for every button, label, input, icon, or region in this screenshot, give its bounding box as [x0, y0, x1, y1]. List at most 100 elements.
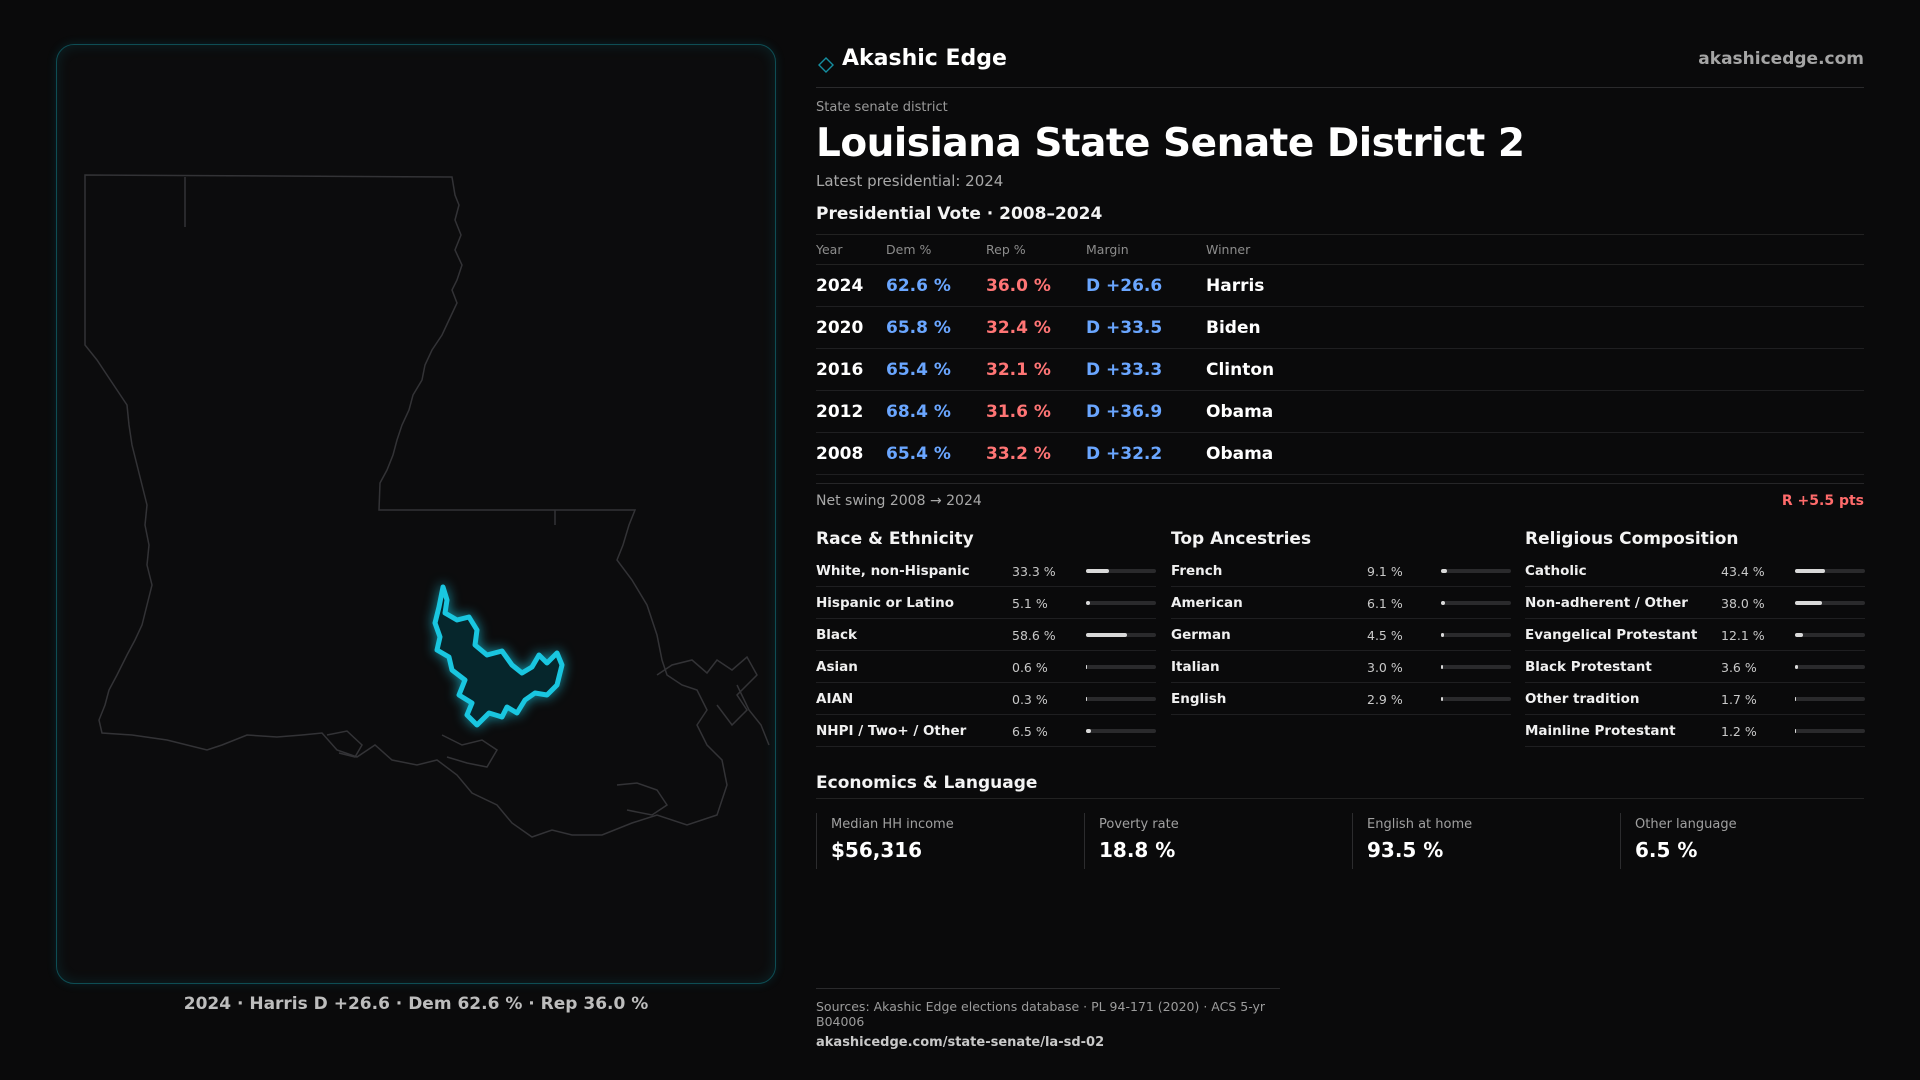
share-bar	[1086, 729, 1156, 733]
state-outline	[84, 174, 770, 838]
louisiana-map	[84, 174, 770, 838]
cell-winner: Obama	[1206, 432, 1864, 475]
brand-url[interactable]: akashicedge.com	[1698, 49, 1864, 69]
share-bar-fill	[1441, 601, 1446, 605]
row-value: 0.3 %	[1012, 692, 1048, 707]
col-winner: Winner	[1206, 234, 1864, 265]
list-item: Other tradition 1.7 %	[1525, 683, 1865, 715]
econ-value: 6.5 %	[1635, 838, 1698, 862]
list-item: French 9.1 %	[1171, 555, 1511, 587]
district-shape	[432, 584, 565, 728]
share-bar	[1795, 729, 1865, 733]
brand-header: Akashic Edge akashicedge.com	[816, 44, 1864, 88]
cell-dem: 65.8 %	[886, 306, 986, 349]
share-bar	[1795, 601, 1865, 605]
row-label: French	[1171, 563, 1223, 579]
district-map	[56, 44, 776, 984]
row-label: NHPI / Two+ / Other	[816, 723, 967, 739]
econ-label: English at home	[1367, 817, 1473, 832]
page-subtitle: Latest presidential: 2024	[816, 172, 1004, 190]
share-bar-fill	[1086, 633, 1128, 637]
cell-rep: 32.1 %	[986, 348, 1086, 391]
net-swing-value: R +5.5 pts	[1781, 493, 1864, 509]
religious-composition: Religious Composition Catholic 43.4 % Non-…	[1525, 523, 1865, 747]
map-caption: 2024 · Harris D +26.6 · Dem 62.6 % · Rep…	[183, 994, 649, 1014]
share-bar-fill	[1086, 729, 1091, 733]
row-value: 58.6 %	[1012, 628, 1056, 643]
share-bar-fill	[1441, 697, 1444, 701]
col-margin: Margin	[1086, 234, 1206, 265]
row-value: 5.1 %	[1012, 596, 1048, 611]
cell-rep: 31.6 %	[986, 390, 1086, 433]
share-bar	[1795, 569, 1865, 573]
race-rows: White, non-Hispanic 33.3 % Hispanic or Lat…	[816, 555, 1156, 747]
demographics: Race & Ethnicity White, non-Hispanic 33.3…	[816, 523, 1865, 759]
cell-year: 2024	[816, 264, 886, 307]
cell-rep: 32.4 %	[986, 306, 1086, 349]
cell-dem: 68.4 %	[886, 390, 986, 433]
row-label: AIAN	[816, 691, 854, 707]
row-label: Evangelical Protestant	[1525, 627, 1698, 643]
page-title: Louisiana State Senate District 2	[816, 121, 1525, 166]
economics-cards: Median HH income $56,316 Poverty rate 18…	[816, 813, 1864, 879]
table-row: 2016 65.4 % 32.1 % D +33.3 Clinton	[816, 348, 1864, 391]
share-bar-fill	[1795, 633, 1804, 637]
ancestry-title: Top Ancestries	[1171, 529, 1312, 549]
col-year: Year	[816, 234, 886, 265]
share-bar-fill	[1086, 601, 1090, 605]
economics-title: Economics & Language	[816, 767, 1864, 799]
district-profile: Akashic Edge akashicedge.com State senat…	[816, 44, 1865, 879]
cell-rep: 36.0 %	[986, 264, 1086, 307]
econ-card-english: English at home 93.5 %	[1352, 813, 1592, 869]
col-dem: Dem %	[886, 234, 986, 265]
row-value: 9.1 %	[1367, 564, 1403, 579]
row-label: Mainline Protestant	[1525, 723, 1676, 739]
share-bar-fill	[1795, 697, 1797, 701]
cell-rep: 33.2 %	[986, 432, 1086, 475]
row-value: 0.6 %	[1012, 660, 1048, 675]
table-row: 2020 65.8 % 32.4 % D +33.5 Biden	[816, 306, 1864, 349]
cell-winner: Biden	[1206, 306, 1864, 349]
share-bar	[1795, 633, 1865, 637]
cell-dem: 65.4 %	[886, 432, 986, 475]
cell-dem: 65.4 %	[886, 348, 986, 391]
row-label: Black Protestant	[1525, 659, 1652, 675]
table-row: 2024 62.6 % 36.0 % D +26.6 Harris	[816, 264, 1864, 307]
share-bar-fill	[1441, 665, 1444, 669]
presidential-table: Year Dem % Rep % Margin Winner 2024 62.6…	[816, 234, 1864, 475]
row-label: German	[1171, 627, 1231, 643]
share-bar	[1086, 601, 1156, 605]
cell-margin: D +36.9	[1086, 390, 1206, 433]
table-row: 2012 68.4 % 31.6 % D +36.9 Obama	[816, 390, 1864, 433]
list-item: American 6.1 %	[1171, 587, 1511, 619]
list-item: Italian 3.0 %	[1171, 651, 1511, 683]
row-value: 43.4 %	[1721, 564, 1765, 579]
cell-winner: Obama	[1206, 390, 1864, 433]
row-label: Hispanic or Latino	[816, 595, 954, 611]
share-bar-fill	[1086, 569, 1110, 573]
footer-url[interactable]: akashicedge.com/state-senate/la-sd-02	[816, 1035, 1105, 1050]
list-item: English 2.9 %	[1171, 683, 1511, 715]
econ-card-other-language: Other language 6.5 %	[1620, 813, 1860, 869]
cell-margin: D +32.2	[1086, 432, 1206, 475]
row-value: 4.5 %	[1367, 628, 1403, 643]
row-label: English	[1171, 691, 1227, 707]
row-value: 3.0 %	[1367, 660, 1403, 675]
share-bar	[1441, 697, 1511, 701]
row-label: White, non-Hispanic	[816, 563, 970, 579]
share-bar	[1086, 633, 1156, 637]
share-bar	[1441, 569, 1511, 573]
table-row: 2008 65.4 % 33.2 % D +32.2 Obama	[816, 432, 1864, 475]
list-item: Mainline Protestant 1.2 %	[1525, 715, 1865, 747]
cell-year: 2016	[816, 348, 886, 391]
list-item: Catholic 43.4 %	[1525, 555, 1865, 587]
cell-margin: D +33.3	[1086, 348, 1206, 391]
diamond-icon	[818, 57, 834, 73]
cell-winner: Clinton	[1206, 348, 1864, 391]
footer: Sources: Akashic Edge elections database…	[816, 988, 1280, 1050]
list-item: Evangelical Protestant 12.1 %	[1525, 619, 1865, 651]
list-item: NHPI / Two+ / Other 6.5 %	[816, 715, 1156, 747]
list-item: Asian 0.6 %	[816, 651, 1156, 683]
religion-rows: Catholic 43.4 % Non-adherent / Other 38.0 %…	[1525, 555, 1865, 747]
top-ancestries: Top Ancestries French 9.1 % American 6.1 % G…	[1171, 523, 1511, 715]
